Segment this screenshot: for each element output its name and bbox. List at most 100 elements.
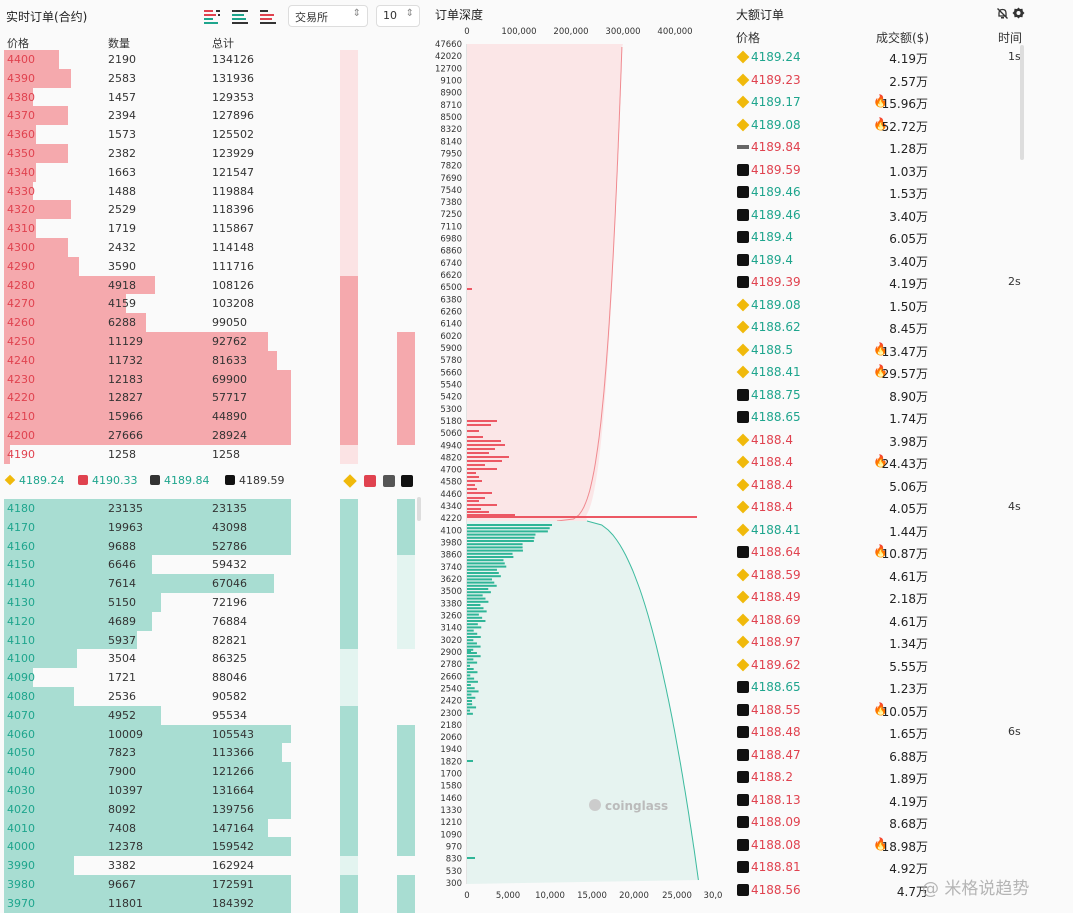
bid-row[interactable]: 4180 23135 23135 bbox=[0, 499, 425, 518]
view-asks-icon[interactable] bbox=[258, 7, 278, 25]
bid-row[interactable]: 4020 8092 139756 bbox=[0, 799, 425, 819]
large-order-row[interactable]: 4189.08 🔥 52.72万 bbox=[730, 114, 1073, 137]
ask-row[interactable]: 4400 2190 134126 bbox=[0, 50, 425, 69]
view-bids-icon[interactable] bbox=[230, 7, 250, 25]
bid-row[interactable]: 4070 4952 95534 bbox=[0, 705, 425, 725]
view-both-icon[interactable] bbox=[202, 7, 222, 25]
bybit-icon[interactable] bbox=[364, 475, 376, 487]
bid-row[interactable]: 4040 7900 121266 bbox=[0, 762, 425, 781]
ask-row[interactable]: 4270 4159 103208 bbox=[0, 294, 425, 314]
ask-row[interactable]: 4380 1457 129353 bbox=[0, 87, 425, 107]
large-order-row[interactable]: 4188.13 4.19万 bbox=[730, 789, 1073, 812]
large-order-row[interactable]: 4188.47 6.88万 bbox=[730, 744, 1073, 767]
orderbook-scrollbar[interactable] bbox=[417, 497, 421, 521]
bid-row[interactable]: 3980 9667 172591 bbox=[0, 875, 425, 894]
large-order-row[interactable]: 4188.41 🔥 29.57万 bbox=[730, 361, 1073, 384]
large-order-row[interactable]: 4189.46 3.40万 bbox=[730, 204, 1073, 227]
large-order-row[interactable]: 4188.2 1.89万 bbox=[730, 766, 1073, 789]
large-order-row[interactable]: 4189.4 3.40万 bbox=[730, 249, 1073, 272]
ask-row[interactable]: 4290 3590 111716 bbox=[0, 256, 425, 276]
bid-row[interactable]: 4160 9688 52786 bbox=[0, 536, 425, 556]
bid-row[interactable]: 4010 7408 147164 bbox=[0, 818, 425, 838]
large-order-row[interactable]: 4189.23 2.57万 bbox=[730, 69, 1073, 92]
settings-gear-icon[interactable] bbox=[1012, 7, 1025, 20]
bid-row[interactable]: 3970 11801 184392 bbox=[0, 893, 425, 913]
mute-bell-icon[interactable] bbox=[996, 7, 1009, 20]
large-order-row[interactable]: 4188.81 4.92万 bbox=[730, 856, 1073, 879]
bid-row[interactable]: 4060 10009 105543 bbox=[0, 724, 425, 744]
ask-row[interactable]: 4210 15966 44890 bbox=[0, 407, 425, 426]
binance-icon[interactable] bbox=[343, 474, 357, 488]
large-order-row[interactable]: 4189.17 🔥 15.96万 bbox=[730, 91, 1073, 114]
ask-row[interactable]: 4300 2432 114148 bbox=[0, 238, 425, 257]
ask-row[interactable]: 4330 1488 119884 bbox=[0, 181, 425, 201]
large-order-row[interactable]: 4188.56 4.7万 bbox=[730, 879, 1073, 902]
bid-exchange-cell bbox=[340, 762, 358, 781]
large-order-row[interactable]: 4188.5 🔥 13.47万 bbox=[730, 339, 1073, 362]
ask-row[interactable]: 4190 1258 1258 bbox=[0, 444, 425, 464]
large-order-row[interactable]: 4188.59 4.61万 bbox=[730, 564, 1073, 587]
large-order-row[interactable]: 4189.08 1.50万 bbox=[730, 294, 1073, 317]
bid-row[interactable]: 4100 3504 86325 bbox=[0, 649, 425, 669]
bid-row[interactable]: 3990 3382 162924 bbox=[0, 856, 425, 875]
bid-row[interactable]: 4170 19963 43098 bbox=[0, 517, 425, 537]
large-order-row[interactable]: 4188.62 8.45万 bbox=[730, 316, 1073, 339]
bid-row[interactable]: 4030 10397 131664 bbox=[0, 781, 425, 800]
large-order-row[interactable]: 4188.4 4.05万 4s bbox=[730, 496, 1073, 519]
large-order-row[interactable]: 4188.49 2.18万 bbox=[730, 586, 1073, 609]
large-order-row[interactable]: 4188.4 3.98万 bbox=[730, 429, 1073, 452]
bid-row[interactable]: 4050 7823 113366 bbox=[0, 743, 425, 763]
large-order-row[interactable]: 4188.64 🔥 10.87万 bbox=[730, 541, 1073, 564]
ask-row[interactable]: 4220 12827 57717 bbox=[0, 388, 425, 408]
ask-row[interactable]: 4350 2382 123929 bbox=[0, 144, 425, 163]
large-order-row[interactable]: 4189.84 1.28万 bbox=[730, 136, 1073, 159]
large-order-row[interactable]: 4188.65 1.74万 bbox=[730, 406, 1073, 429]
bid-exchange-cell bbox=[397, 574, 415, 593]
large-order-row[interactable]: 4188.41 1.44万 bbox=[730, 519, 1073, 542]
ask-row[interactable]: 4340 1663 121547 bbox=[0, 162, 425, 182]
large-order-row[interactable]: 4188.75 8.90万 bbox=[730, 384, 1073, 407]
bitget-icon[interactable] bbox=[383, 475, 395, 487]
ask-row[interactable]: 4230 12183 69900 bbox=[0, 369, 425, 389]
large-order-row[interactable]: 4188.65 1.23万 bbox=[730, 676, 1073, 699]
bid-row[interactable]: 4130 5150 72196 bbox=[0, 593, 425, 612]
large-order-row[interactable]: 4188.55 🔥 10.05万 bbox=[730, 699, 1073, 722]
large-order-row[interactable]: 4189.62 5.55万 bbox=[730, 654, 1073, 677]
ask-row[interactable]: 4200 27666 28924 bbox=[0, 426, 425, 445]
large-orders-scrollbar[interactable] bbox=[1020, 45, 1024, 160]
large-order-row[interactable]: 4188.48 1.65万 6s bbox=[730, 721, 1073, 744]
large-order-row[interactable]: 4188.4 5.06万 bbox=[730, 474, 1073, 497]
ask-row[interactable]: 4260 6288 99050 bbox=[0, 313, 425, 332]
ask-row[interactable]: 4320 2529 118396 bbox=[0, 200, 425, 220]
ask-row[interactable]: 4370 2394 127896 bbox=[0, 106, 425, 126]
bid-row[interactable]: 4140 7614 67046 bbox=[0, 574, 425, 593]
exchange-select[interactable]: 交易所 ⇕ bbox=[288, 5, 368, 27]
large-order-row[interactable]: 4189.46 1.53万 bbox=[730, 181, 1073, 204]
ask-row[interactable]: 4250 11129 92762 bbox=[0, 332, 425, 351]
bid-exchange-cell bbox=[340, 630, 358, 650]
bid-row[interactable]: 4080 2536 90582 bbox=[0, 687, 425, 706]
depth-select[interactable]: 10 ⇕ bbox=[376, 5, 420, 27]
bid-row[interactable]: 4120 4689 76884 bbox=[0, 611, 425, 631]
large-order-row[interactable]: 4189.59 1.03万 bbox=[730, 159, 1073, 182]
large-order-row[interactable]: 4188.97 1.34万 bbox=[730, 631, 1073, 654]
large-order-row[interactable]: 4189.4 6.05万 bbox=[730, 226, 1073, 249]
okx-icon[interactable] bbox=[401, 475, 413, 487]
bid-row[interactable]: 4110 5937 82821 bbox=[0, 630, 425, 650]
ask-row[interactable]: 4240 11732 81633 bbox=[0, 350, 425, 370]
bid-row[interactable]: 4150 6646 59432 bbox=[0, 555, 425, 575]
ask-qty: 2583 bbox=[108, 71, 136, 85]
bid-row[interactable]: 4090 1721 88046 bbox=[0, 668, 425, 687]
large-order-row[interactable]: 4189.24 4.19万 1s bbox=[730, 46, 1073, 69]
large-order-row[interactable]: 4188.08 🔥 18.98万 bbox=[730, 834, 1073, 857]
ask-row[interactable]: 4310 1719 115867 bbox=[0, 219, 425, 238]
ask-row[interactable]: 4280 4918 108126 bbox=[0, 275, 425, 295]
large-order-row[interactable]: 4189.39 4.19万 2s bbox=[730, 271, 1073, 294]
large-order-row[interactable]: 4188.09 8.68万 bbox=[730, 811, 1073, 834]
ask-depth-bar bbox=[4, 238, 68, 257]
bid-row[interactable]: 4000 12378 159542 bbox=[0, 837, 425, 857]
large-order-row[interactable]: 4188.4 🔥 24.43万 bbox=[730, 451, 1073, 474]
ask-row[interactable]: 4390 2583 131936 bbox=[0, 68, 425, 88]
ask-row[interactable]: 4360 1573 125502 bbox=[0, 125, 425, 144]
large-order-row[interactable]: 4188.69 4.61万 bbox=[730, 609, 1073, 632]
